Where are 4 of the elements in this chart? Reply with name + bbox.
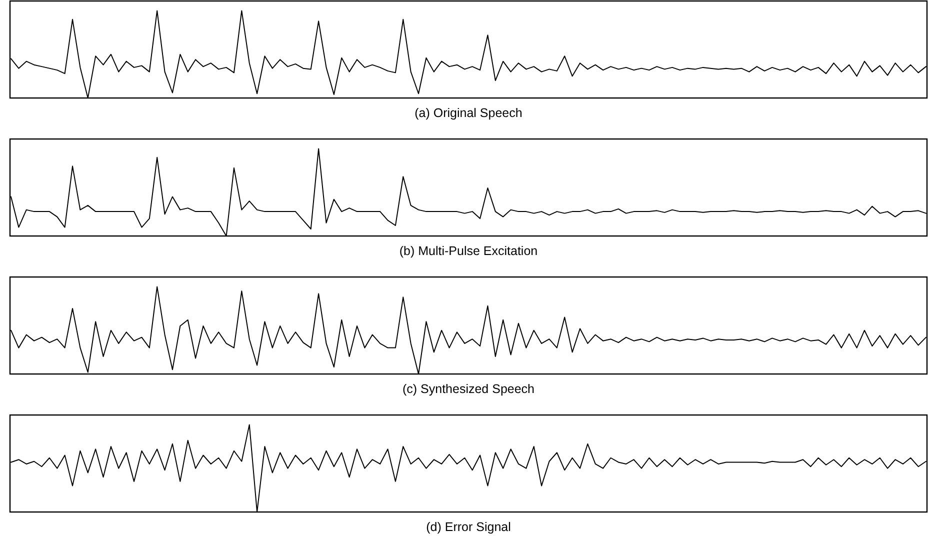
- text: (b) Multi-Pulse Excitation: [399, 244, 538, 258]
- text: (a) Original Speech: [414, 106, 522, 120]
- text: (d) Error Signal: [426, 520, 511, 534]
- text: (c) Synthesized Speech: [402, 382, 535, 396]
